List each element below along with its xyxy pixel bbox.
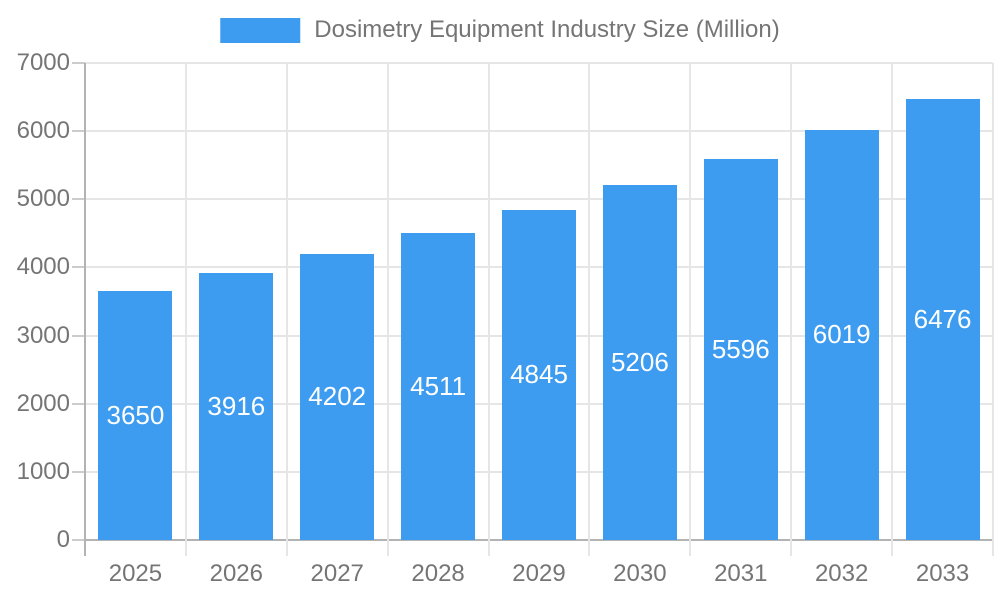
y-axis-tick (72, 62, 85, 64)
y-axis-label: 1000 (16, 457, 70, 485)
bar-value-label: 4202 (308, 381, 367, 412)
bar-value-label: 5206 (610, 347, 669, 378)
legend-swatch (220, 17, 301, 43)
bar-2033[interactable]: 6476 (905, 98, 980, 540)
bar-value-label: 6019 (812, 319, 871, 350)
x-axis-tick (184, 540, 187, 556)
bar-2030[interactable]: 5206 (602, 185, 677, 540)
x-axis-label: 2026 (209, 560, 263, 587)
bar-value-label: 3650 (106, 400, 165, 431)
bar-2031[interactable]: 5596 (703, 158, 778, 540)
x-axis-label: 2032 (814, 560, 869, 587)
x-axis-label: 2029 (512, 560, 566, 587)
y-axis-label: 2000 (16, 389, 70, 417)
bar-value-label: 3916 (207, 391, 266, 422)
y-axis-line (84, 63, 86, 556)
legend-label: Dosimetry Equipment Industry Size (Milli… (314, 16, 780, 43)
y-axis-label: 0 (56, 526, 70, 553)
y-axis-tick (72, 130, 85, 133)
gridline-vertical (992, 63, 994, 540)
gridline-vertical (184, 63, 187, 540)
x-axis-label: 2028 (411, 560, 465, 587)
x-axis-tick (386, 540, 389, 556)
x-axis-tick (588, 540, 591, 556)
bar-2029[interactable]: 4845 (502, 209, 576, 540)
y-axis-tick (72, 470, 85, 473)
x-axis-label: 2030 (613, 560, 667, 587)
plot-area: 0 1000 2000 3000 4000 5000 6000 7000 3650 2025 391… (17, 49, 994, 587)
gridline-vertical (689, 63, 692, 540)
gridline-horizontal (85, 62, 993, 64)
x-axis-tick (891, 540, 894, 556)
bar-value-label: 5596 (711, 333, 770, 364)
x-axis-label: 2031 (714, 560, 768, 587)
y-axis-tick (72, 334, 85, 337)
y-axis-tick (72, 539, 85, 541)
bar-value-label: 4511 (410, 370, 467, 401)
bar-2026[interactable]: 3916 (199, 273, 274, 540)
bar-2027[interactable]: 4202 (300, 253, 375, 540)
x-axis-tick (285, 540, 288, 556)
bar-2032[interactable]: 6019 (804, 129, 879, 540)
y-axis-tick (72, 402, 85, 405)
x-axis-label: 2027 (310, 560, 364, 587)
legend-item[interactable]: Dosimetry Equipment Industry Size (Milli… (220, 15, 780, 45)
x-axis-label: 2025 (108, 560, 163, 587)
x-axis-tick (487, 540, 490, 556)
y-axis-label: 5000 (16, 185, 70, 213)
bar-value-label: 6476 (913, 303, 972, 334)
y-axis-label: 4000 (16, 253, 70, 281)
gridline-vertical (386, 63, 389, 540)
x-axis-tick (790, 540, 793, 556)
y-axis-label: 3000 (16, 321, 70, 349)
gridline-vertical (285, 63, 288, 540)
gridline-vertical (487, 63, 490, 540)
bar-2028[interactable]: 4511 (401, 232, 476, 540)
bar-value-label: 4845 (510, 359, 568, 390)
y-axis-label: 6000 (16, 117, 70, 145)
x-axis-label: 2033 (915, 560, 970, 587)
y-axis-tick (72, 198, 85, 201)
y-axis-tick (72, 266, 85, 269)
y-axis-label: 7000 (16, 49, 70, 76)
bar-2025[interactable]: 3650 (98, 291, 173, 540)
x-axis-tick (689, 540, 692, 556)
x-axis-tick (992, 540, 994, 556)
gridline-vertical (588, 63, 591, 540)
gridline-vertical (790, 63, 793, 540)
gridline-vertical (891, 63, 894, 540)
